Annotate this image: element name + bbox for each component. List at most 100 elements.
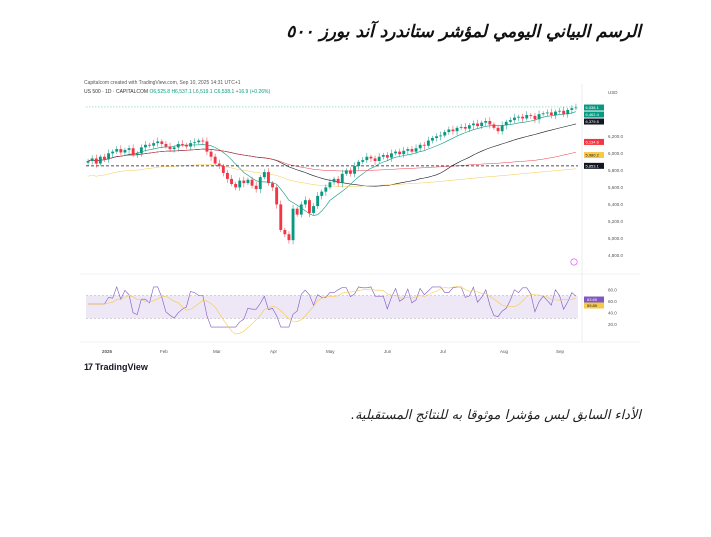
- tradingview-mark-icon: 17: [84, 362, 93, 372]
- candle-body: [168, 146, 172, 150]
- candle-body: [353, 166, 356, 174]
- candle-body: [517, 116, 520, 118]
- currency-label: USD: [608, 90, 618, 95]
- candle-body: [332, 178, 336, 183]
- candle-body: [111, 151, 115, 154]
- candle-body: [467, 125, 471, 129]
- candle-body: [267, 172, 270, 184]
- candle-body: [340, 173, 344, 184]
- candle-body: [250, 179, 254, 186]
- price-chart: USD 6,200.0 6,000.0 5,800.0 5,600.0 5,400.0 5,…: [80, 84, 640, 354]
- rsi-tag-label: 63.69: [587, 297, 598, 302]
- price-tag-label: 5,980.2: [586, 153, 600, 158]
- ma-medium-line: [88, 123, 576, 187]
- symbol-label: US 500 · 1D · CAPITALCOM: [84, 89, 149, 95]
- alert-icon: [570, 258, 578, 266]
- candle-body: [373, 158, 377, 161]
- candle-body: [103, 156, 106, 160]
- candle-body: [193, 142, 197, 144]
- chart-credit: Capitalcom created with TradingView.com,…: [84, 80, 241, 86]
- candle-body: [328, 182, 332, 188]
- candle-body: [398, 151, 402, 155]
- price-tag: [584, 152, 604, 159]
- ohlc-values: O6,525.8 H6,537.1 L6,519.1 C6,538.1 +16.…: [149, 89, 271, 95]
- candle-body: [443, 132, 447, 136]
- candle-body: [127, 148, 131, 150]
- candle-body: [119, 149, 123, 153]
- candle-body: [431, 138, 434, 141]
- candle-body: [435, 136, 438, 139]
- candle-body: [271, 183, 274, 188]
- candle-body: [549, 112, 553, 116]
- price-tag-label: 6,462.4: [586, 112, 600, 117]
- candle-body: [406, 149, 410, 151]
- candle-body: [529, 115, 533, 116]
- x-axis-label: Jun: [384, 349, 392, 354]
- price-tag: [584, 118, 604, 125]
- price-tag: [584, 138, 604, 145]
- candle-body: [504, 121, 508, 126]
- candle-body: [394, 151, 397, 154]
- candle-body: [455, 127, 459, 132]
- rsi-tick-label: 60.0: [608, 299, 617, 304]
- candle-body: [566, 109, 570, 115]
- candle-body: [238, 180, 242, 188]
- candle-body: [426, 140, 430, 146]
- candle-body: [414, 148, 418, 152]
- rsi-tick-label: 80.0: [608, 287, 617, 292]
- candle-body: [152, 143, 156, 146]
- candle-body: [185, 144, 188, 147]
- candle-body: [156, 141, 160, 144]
- candle-body: [279, 204, 283, 230]
- candle-body: [242, 180, 246, 184]
- candle-body: [402, 150, 406, 155]
- candle-body: [115, 149, 119, 152]
- candle-body: [488, 120, 492, 125]
- candle-body: [291, 208, 295, 241]
- candle-body: [451, 129, 455, 132]
- chart-ohlc-line: US 500 · 1D · CAPITALCOM O6,525.8 H6,537…: [84, 89, 270, 95]
- candle-body: [463, 126, 467, 129]
- candle-body: [295, 208, 299, 215]
- tradingview-name: TradingView: [95, 362, 148, 372]
- rsi-tick-label: 40.0: [608, 310, 617, 315]
- candle-body: [365, 156, 369, 161]
- candle-body: [139, 147, 143, 154]
- candle-body: [316, 195, 320, 207]
- candle-body: [123, 149, 127, 153]
- candle-body: [459, 126, 463, 128]
- candle-body: [201, 140, 205, 142]
- rsi-tag: [584, 296, 604, 303]
- x-axis-label: 2025: [102, 349, 113, 354]
- tradingview-logo: 17 TradingView: [84, 362, 148, 372]
- price-tag: [584, 162, 604, 169]
- candle-body: [472, 123, 475, 126]
- candle-body: [107, 153, 110, 160]
- price-tag: [584, 104, 604, 111]
- candle-body: [357, 161, 361, 167]
- candle-body: [197, 140, 201, 143]
- candle-body: [209, 151, 213, 157]
- rsi-signal-line: [88, 286, 576, 335]
- candle-body: [221, 166, 225, 173]
- candle-body: [570, 108, 574, 110]
- candle-body: [246, 179, 250, 184]
- x-axis-label: Apr: [270, 349, 278, 354]
- candle-body: [447, 129, 451, 133]
- candle-body: [496, 127, 500, 132]
- candle-body: [508, 120, 512, 122]
- x-axis-label: Mar: [213, 349, 221, 354]
- rsi-tag: [584, 302, 604, 309]
- x-axis-label: Jul: [440, 349, 446, 354]
- price-tick-label: 5,600.0: [608, 185, 624, 190]
- candle-body: [94, 158, 98, 164]
- candle-body: [303, 200, 307, 205]
- candle-body: [234, 183, 238, 188]
- page-title: الرسم البياني اليومي لمؤشر ستاندرد آند ب…: [286, 22, 641, 42]
- candle-body: [513, 117, 516, 121]
- candle-body: [308, 200, 311, 213]
- ma-long-line: [88, 164, 576, 187]
- candle-body: [480, 122, 484, 127]
- x-axis-label: Aug: [500, 349, 509, 354]
- candle-body: [160, 141, 164, 144]
